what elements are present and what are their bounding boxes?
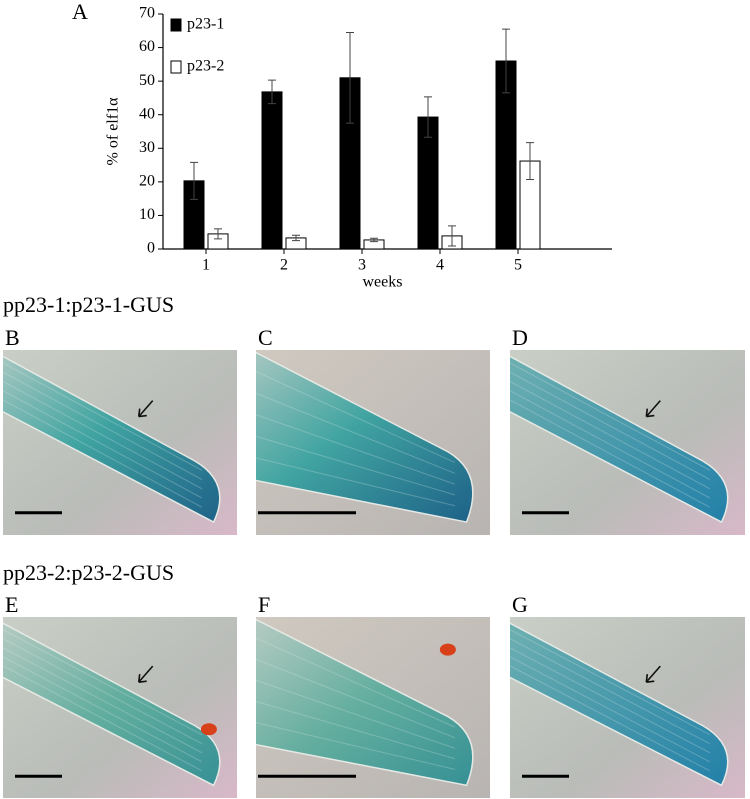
cell-file — [510, 647, 710, 754]
error-bar — [526, 142, 534, 181]
panel-label: B — [5, 325, 20, 350]
error-bar — [346, 31, 354, 124]
cell-file — [256, 722, 456, 770]
root — [256, 351, 474, 523]
arrow — [137, 400, 154, 418]
stain — [200, 723, 217, 736]
micrograph — [3, 617, 237, 798]
cell-file — [510, 362, 710, 471]
bar — [261, 91, 283, 250]
panel-label: D — [512, 325, 528, 350]
y-axis-label: % of elf1α — [105, 97, 122, 166]
cell-file — [3, 371, 203, 480]
micrograph — [510, 350, 745, 535]
panel-label: F — [258, 592, 270, 617]
error-bar — [214, 228, 222, 240]
error-bar — [370, 237, 378, 243]
y-tick-label: 30 — [139, 139, 155, 156]
micrograph — [256, 350, 490, 535]
y-tick-label: 50 — [139, 72, 155, 89]
cell-file — [256, 457, 456, 507]
panel-label: C — [258, 325, 273, 350]
row-title: pp23-1:p23-1-GUS — [3, 292, 174, 317]
cell-file — [3, 390, 203, 499]
error-bar — [190, 161, 198, 200]
root — [256, 618, 474, 787]
stain — [439, 643, 456, 656]
arrow — [645, 665, 661, 683]
cell-file — [510, 381, 710, 490]
legend-label: p23-2 — [187, 58, 224, 75]
legend-swatch — [170, 60, 182, 74]
cell-file — [510, 656, 710, 763]
x-tick-label: 1 — [202, 257, 210, 274]
arrow — [137, 665, 154, 683]
micrograph — [510, 617, 745, 798]
cell-file — [3, 638, 203, 745]
cell-file — [510, 638, 710, 745]
cell-file — [510, 399, 710, 508]
panel-label: A — [72, 0, 88, 24]
cell-file — [510, 371, 710, 480]
row-title: pp23-2:p23-2-GUS — [3, 560, 174, 585]
y-tick-label: 40 — [139, 105, 155, 122]
cell-file — [3, 629, 203, 736]
cell-file — [3, 381, 203, 490]
micrograph — [3, 350, 237, 535]
root — [510, 355, 729, 524]
error-bar — [424, 96, 432, 138]
root — [510, 622, 729, 787]
cell-file — [256, 700, 456, 760]
root — [3, 622, 221, 787]
y-tick-label: 0 — [147, 240, 155, 257]
x-tick-label: 3 — [358, 257, 366, 274]
error-bar — [502, 28, 510, 94]
y-tick-label: 70 — [139, 5, 155, 22]
cell-file — [256, 414, 456, 485]
y-tick-label: 20 — [139, 173, 155, 190]
cell-file — [3, 656, 203, 763]
cell-file — [3, 665, 203, 772]
legend-swatch — [170, 18, 182, 32]
cell-file — [3, 647, 203, 754]
cell-file — [256, 658, 456, 739]
error-bar — [292, 234, 300, 242]
arrow — [645, 400, 661, 418]
panel-label: G — [512, 592, 528, 617]
cell-file — [3, 362, 203, 471]
x-tick-label: 2 — [280, 257, 288, 274]
cell-file — [256, 392, 456, 474]
error-bar — [448, 225, 456, 247]
root — [3, 355, 221, 524]
panel-label: E — [5, 592, 18, 617]
cell-file — [256, 679, 456, 749]
cell-file — [3, 399, 203, 508]
cell-file — [256, 637, 456, 728]
micrograph — [256, 617, 490, 798]
cell-file — [256, 371, 456, 463]
y-tick-label: 10 — [139, 206, 155, 223]
x-tick-label: 4 — [436, 257, 444, 274]
y-tick-label: 60 — [139, 38, 155, 55]
x-axis-label: weeks — [363, 274, 403, 291]
cell-file — [510, 665, 710, 772]
cell-file — [510, 390, 710, 499]
legend-label: p23-1 — [187, 16, 224, 33]
error-bar — [268, 79, 276, 105]
x-tick-label: 5 — [514, 257, 522, 274]
cell-file — [256, 435, 456, 496]
cell-file — [510, 629, 710, 736]
